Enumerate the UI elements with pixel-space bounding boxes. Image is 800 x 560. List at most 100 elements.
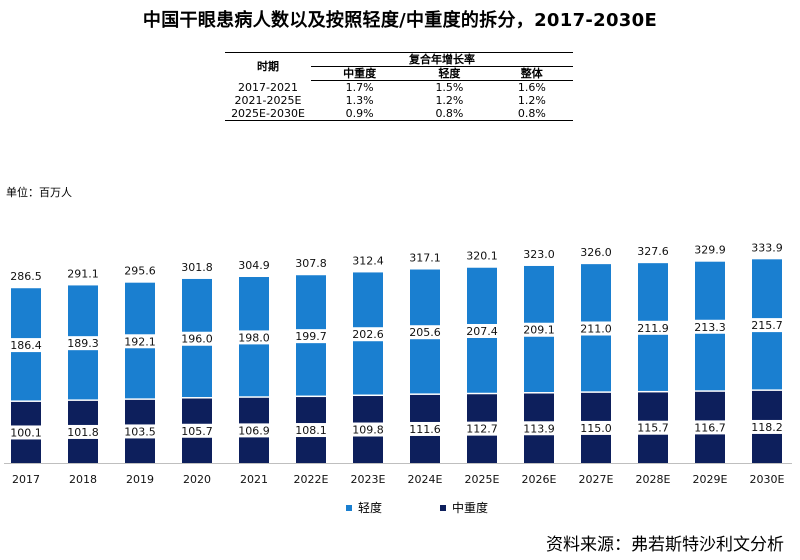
data-label-mild: 211.9 <box>637 322 669 335</box>
data-label-box <box>751 318 783 333</box>
period-cell: 2025E-2030E <box>225 107 311 121</box>
data-label-box <box>466 323 498 338</box>
data-label-total: 333.9 <box>751 241 783 254</box>
data-label-moderate-severe: 111.6 <box>409 423 441 436</box>
data-label-total: 312.4 <box>352 254 384 267</box>
data-label-moderate-severe: 100.1 <box>10 426 42 439</box>
data-label-mild: 189.3 <box>67 337 99 350</box>
data-label-moderate-severe: 118.2 <box>751 421 783 434</box>
data-label-mild: 198.0 <box>238 331 270 344</box>
data-label-box <box>124 334 156 349</box>
data-label-box <box>352 422 384 437</box>
data-label-box <box>751 419 783 434</box>
data-label-box <box>181 423 213 438</box>
data-label-moderate-severe: 113.9 <box>523 422 555 435</box>
source-note: 资料来源：弗若斯特沙利文分析 <box>546 535 784 555</box>
data-label-mild: 199.7 <box>295 330 327 343</box>
x-tick-label: 2022E <box>294 473 329 486</box>
x-tick-label: 2017 <box>12 473 40 486</box>
data-label-box <box>523 322 555 337</box>
data-label-total: 291.1 <box>67 267 99 280</box>
legend-swatch-moderate-severe <box>440 504 446 511</box>
data-label-total: 320.1 <box>466 250 498 263</box>
data-label-mild: 211.0 <box>580 322 612 335</box>
data-label-mild: 192.1 <box>124 335 156 348</box>
data-label-moderate-severe: 103.5 <box>124 425 156 438</box>
period-cell: 2021-2025E <box>234 94 302 107</box>
data-label-mild: 209.1 <box>523 324 555 337</box>
data-label-box <box>409 325 441 340</box>
cagr-group-header: 复合年增长率 <box>311 52 573 67</box>
legend-item-mild: 轻度 <box>346 499 382 516</box>
x-tick-label: 2027E <box>579 473 614 486</box>
data-label-box <box>10 425 42 440</box>
x-tick-label: 2021 <box>240 473 268 486</box>
data-label-mild: 205.6 <box>409 326 441 339</box>
value-cell: 0.9% <box>311 107 409 121</box>
data-label-box <box>523 421 555 436</box>
x-tick-label: 2024E <box>408 473 443 486</box>
x-tick-label: 2019 <box>126 473 154 486</box>
data-label-moderate-severe: 106.9 <box>238 424 270 437</box>
data-label-mild: 213.3 <box>694 321 726 334</box>
legend-label-moderate-severe: 中重度 <box>452 501 489 515</box>
data-label-mild: 215.7 <box>751 319 783 332</box>
data-label-total: 329.9 <box>694 244 726 257</box>
data-label-box <box>10 338 42 353</box>
data-label-box <box>580 321 612 336</box>
data-label-box <box>409 421 441 436</box>
x-tick-label: 2029E <box>693 473 728 486</box>
legend-item-moderate-severe: 中重度 <box>440 499 488 516</box>
period-header: 时期 <box>225 52 311 81</box>
data-label-box <box>352 327 384 342</box>
value-cell: 0.8% <box>408 107 491 121</box>
data-label-box <box>181 331 213 346</box>
data-label-moderate-severe: 101.8 <box>67 426 99 439</box>
value-cell: 1.3% <box>345 94 374 107</box>
x-tick-label: 2018 <box>69 473 97 486</box>
data-label-total: 323.0 <box>523 248 555 261</box>
data-label-moderate-severe: 112.7 <box>466 423 498 436</box>
x-tick-label: 2025E <box>465 473 500 486</box>
value-cell: 0.8% <box>490 107 573 121</box>
data-label-moderate-severe: 108.1 <box>295 424 327 437</box>
data-label-total: 327.6 <box>637 245 669 258</box>
cagr-table: 时期 复合年增长率 中重度 轻度 整体 2017-2021 1.7% 1.5% … <box>225 52 573 121</box>
data-label-box <box>637 320 669 335</box>
data-label-box <box>238 330 270 345</box>
data-label-moderate-severe: 115.7 <box>637 422 669 435</box>
data-label-box <box>67 424 99 439</box>
table-row: 2021-2025E 1.3% 1.2% 1.2% <box>225 94 573 107</box>
data-label-box <box>694 420 726 435</box>
value-cell: 1.6% <box>517 81 546 94</box>
table-row: 2025E-2030E 0.9% 0.8% 0.8% <box>225 107 573 121</box>
value-cell: 1.2% <box>435 94 464 107</box>
data-label-box <box>295 329 327 344</box>
data-label-total: 304.9 <box>238 259 270 272</box>
legend-swatch-mild <box>346 504 352 511</box>
data-label-box <box>295 423 327 438</box>
data-label-mild: 202.6 <box>352 328 384 341</box>
data-label-box <box>67 336 99 351</box>
x-tick-label: 2023E <box>351 473 386 486</box>
data-label-box <box>124 424 156 439</box>
data-label-moderate-severe: 105.7 <box>181 425 213 438</box>
data-label-box <box>466 421 498 436</box>
stacked-bar-chart: 100.1 186.4 286.5 2017 101.8 189.3 291.1 2018 10… <box>4 241 792 486</box>
chart-title: 中国干眼患病人数以及按照轻度/中重度的拆分，2017-2030E <box>142 10 658 31</box>
x-tick-label: 2020 <box>183 473 211 486</box>
table-row: 2017-2021 1.7% 1.5% 1.6% <box>225 81 573 95</box>
data-label-moderate-severe: 109.8 <box>352 424 384 437</box>
legend-label-mild: 轻度 <box>358 501 383 515</box>
x-tick-label: 2028E <box>636 473 671 486</box>
data-label-mild: 207.4 <box>466 325 498 338</box>
value-cell: 1.7% <box>345 81 374 94</box>
value-cell: 1.2% <box>517 94 546 107</box>
data-label-box <box>637 420 669 435</box>
data-label-total: 286.5 <box>10 270 42 283</box>
x-tick-label: 2026E <box>522 473 557 486</box>
data-label-mild: 186.4 <box>10 339 42 352</box>
data-label-box <box>694 319 726 334</box>
col-header-mild: 轻度 <box>408 66 491 81</box>
unit-label: 单位：百万人 <box>6 186 72 199</box>
